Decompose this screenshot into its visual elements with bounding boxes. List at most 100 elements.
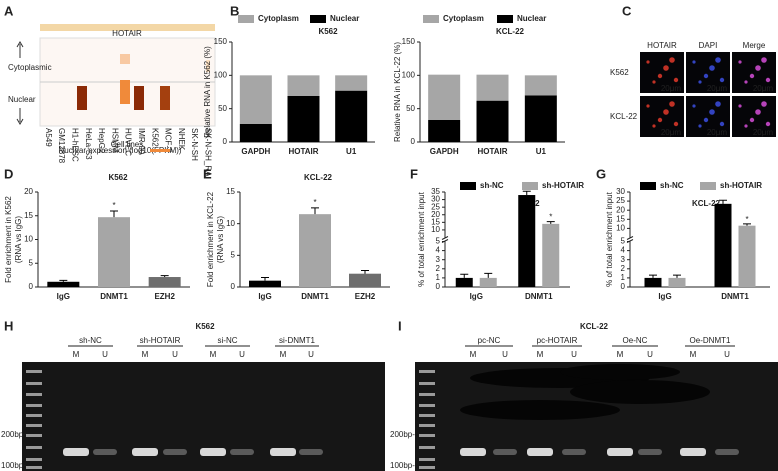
y-tick-label: 0 <box>436 282 441 291</box>
bar <box>738 225 756 287</box>
y-tick-label: 2 <box>436 264 441 273</box>
bar <box>479 277 497 287</box>
error-bar <box>743 223 751 226</box>
bar-segment <box>239 75 272 124</box>
ladder-band <box>419 414 435 417</box>
group-label: pc-NC <box>478 336 501 345</box>
cell <box>698 124 702 128</box>
heatmap-cell <box>120 80 130 104</box>
axis-break <box>441 236 449 240</box>
micrograph <box>732 96 776 137</box>
lane-label: M <box>537 350 544 359</box>
bar-segment <box>524 75 557 96</box>
column-label: SK-N-SH <box>190 128 199 161</box>
lane-label: U <box>502 350 508 359</box>
cell <box>663 65 669 71</box>
gel-band <box>638 449 662 455</box>
cell <box>749 73 755 79</box>
group-label: Oe-DNMT1 <box>690 336 731 345</box>
marker-label: 200bp- <box>390 430 415 439</box>
y-tick-label: 4 <box>436 246 441 255</box>
scale-label: 20μm <box>707 128 728 137</box>
scale-label: 20μm <box>661 84 682 93</box>
legend-swatch <box>497 15 513 23</box>
column-label: SK-N-SH_RA <box>203 128 212 177</box>
x-tick-label: IgG <box>470 292 483 301</box>
y-tick-label: 15 <box>431 217 440 226</box>
cell <box>703 117 709 123</box>
ladder-band <box>26 370 42 373</box>
column-label: HUVEC <box>124 128 133 156</box>
bar <box>455 277 473 287</box>
micrograph <box>640 52 684 93</box>
bar <box>47 281 80 287</box>
group-label: pc-HOTAIR <box>537 336 578 345</box>
lane-label: U <box>172 350 178 359</box>
cell <box>761 101 767 107</box>
y-tick-label: 2 <box>621 264 626 273</box>
legend-label: sh-NC <box>480 181 504 190</box>
bar <box>98 217 130 287</box>
cell <box>719 121 725 127</box>
gel-band <box>680 448 706 456</box>
legend-swatch <box>460 182 476 190</box>
marker-label: 100bp- <box>1 461 26 470</box>
lane-label: U <box>102 350 108 359</box>
panel-label: G <box>596 166 606 181</box>
y-tick-label: 25 <box>616 196 625 205</box>
marker-label: 200bp- <box>1 430 26 439</box>
heatmap-cell <box>134 86 144 110</box>
chart-title: K562 <box>318 27 338 36</box>
y-tick-label: 50 <box>406 104 415 113</box>
error-bar <box>160 275 169 278</box>
heatmap-legend: Nuclear expression (log10(FPKM)) <box>58 146 181 155</box>
bar-segment <box>476 74 509 101</box>
gel-band <box>270 448 296 456</box>
bar-segment <box>335 90 368 142</box>
heatmap-cell <box>206 60 210 72</box>
ladder-band <box>26 446 42 449</box>
error-bar <box>719 199 727 204</box>
error-bar <box>546 221 555 224</box>
chart-title: K562 <box>108 173 128 182</box>
legend-swatch <box>522 182 538 190</box>
cell <box>738 60 742 64</box>
y-tick-label: 20 <box>24 187 33 196</box>
ladder-band <box>419 404 435 407</box>
cell <box>765 121 771 127</box>
legend-label: Nuclear <box>330 14 359 23</box>
panel-label: H <box>4 318 13 333</box>
bar-segment <box>287 75 320 96</box>
y-tick-label: 15 <box>24 211 33 220</box>
cell <box>755 65 761 71</box>
row-label: K562 <box>610 68 629 77</box>
legend-swatch <box>640 182 656 190</box>
legend-label: Nuclear <box>517 14 546 23</box>
y-axis-label: % of total enrichment input <box>605 191 614 286</box>
error-bar <box>110 210 118 218</box>
scale-label: 20μm <box>707 84 728 93</box>
error-bar <box>649 274 657 278</box>
gel-title: KCL-22 <box>580 322 609 331</box>
panel-label: C <box>622 3 632 18</box>
error-bar <box>460 273 469 278</box>
y-axis-label: Relative RNA in K562 (%) <box>203 46 212 138</box>
y-tick-label: 100 <box>402 70 416 79</box>
bar <box>714 203 732 287</box>
cell <box>709 65 715 71</box>
y-tick-label: 1 <box>436 273 441 282</box>
lane-label: U <box>239 350 245 359</box>
lane-label: U <box>571 350 577 359</box>
lane-label: M <box>470 350 477 359</box>
y-tick-label: 30 <box>616 187 625 196</box>
ladder-band <box>26 393 42 396</box>
column-label: HepG2 <box>97 128 106 154</box>
y-tick-label: 5 <box>436 237 441 246</box>
ladder-band <box>26 414 42 417</box>
cell <box>755 109 761 115</box>
error-bar <box>261 277 269 281</box>
gel-band <box>93 449 117 455</box>
group-label: sh-NC <box>79 336 102 345</box>
x-tick-label: GAPDH <box>430 147 459 156</box>
panel-label: I <box>398 318 402 333</box>
